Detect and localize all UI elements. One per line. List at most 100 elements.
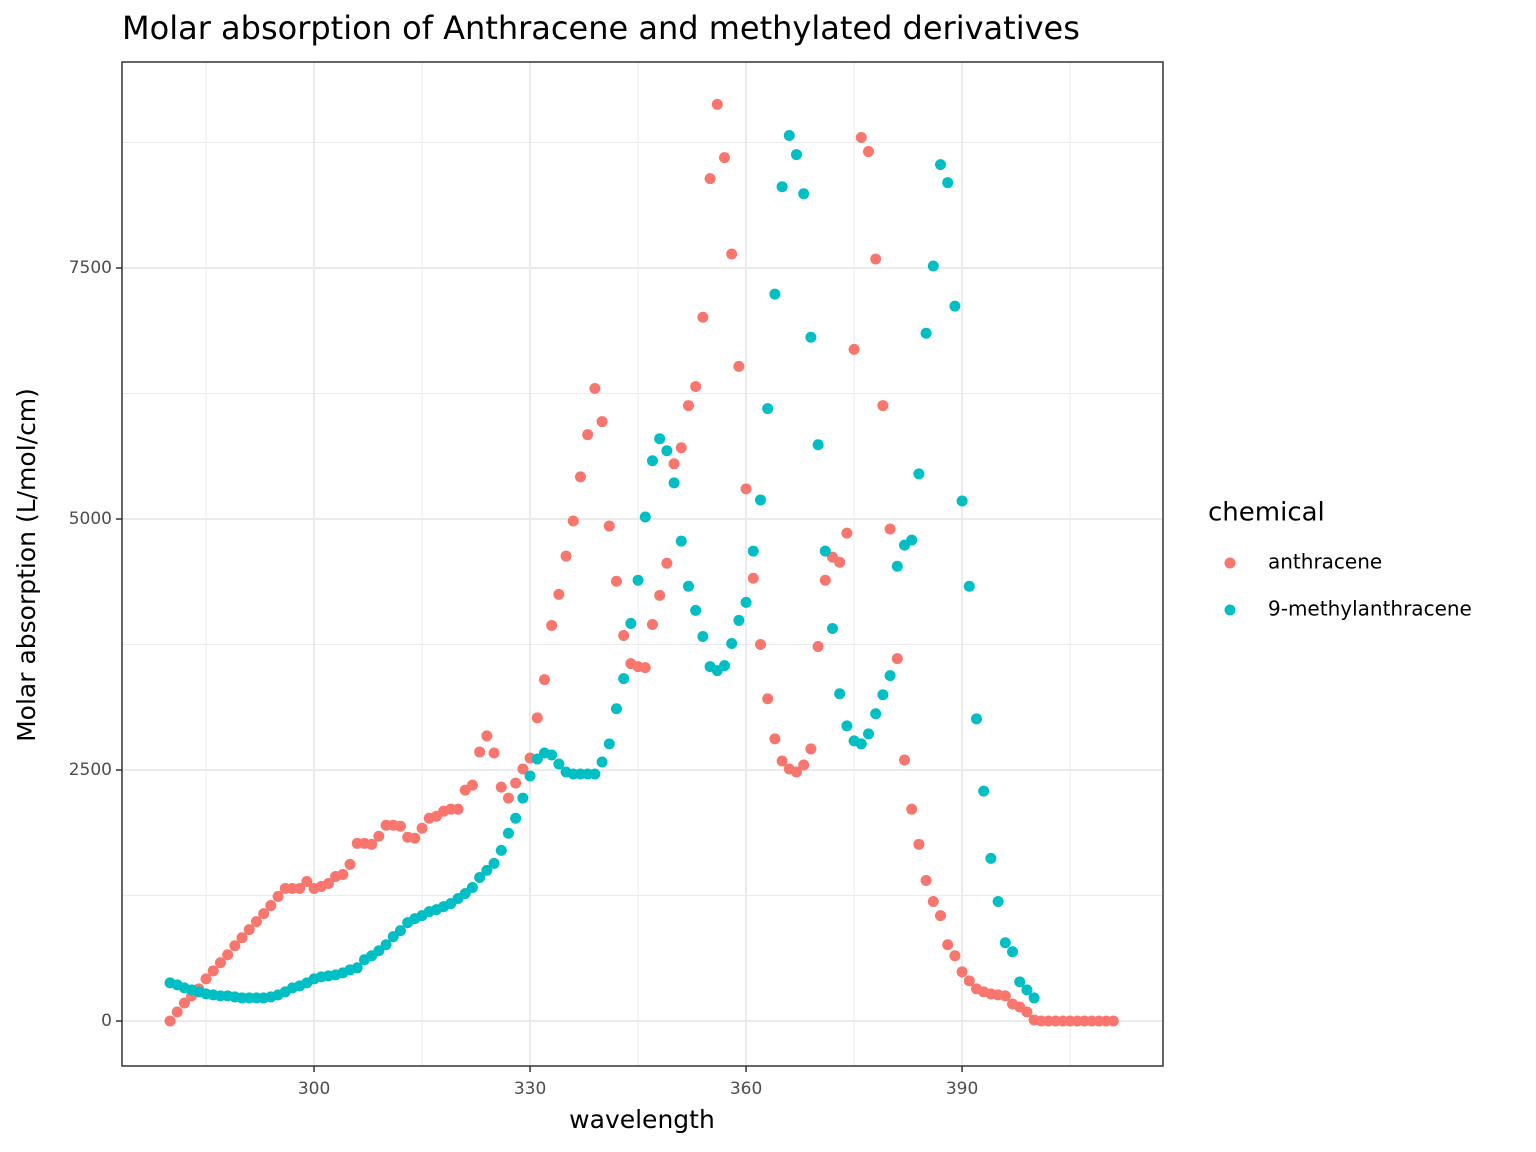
point [812,641,824,653]
point [603,738,615,750]
point [466,881,478,893]
point [747,545,759,557]
point [409,832,421,844]
point [776,181,788,193]
point [783,129,795,141]
point [798,188,810,200]
point [517,792,529,804]
point [762,403,774,415]
point [229,940,241,952]
point [481,730,493,742]
point [819,574,831,586]
panel-border [121,61,1164,1067]
point [834,688,846,700]
point [985,852,997,864]
point [747,572,759,584]
point [1021,984,1033,996]
point [474,871,486,883]
point [762,693,774,705]
point [639,511,651,523]
point [553,588,565,600]
point [971,713,983,725]
point [733,360,745,372]
point [646,618,658,630]
point [661,557,673,569]
point [740,483,752,495]
point [502,792,514,804]
x-tick-label: 360 [730,1079,762,1099]
point [1107,1015,1119,1027]
point [906,803,918,815]
point [949,950,961,962]
point [690,604,702,616]
x-tick-label: 300 [298,1079,330,1099]
legend-title: chemical [1208,498,1325,528]
point [884,670,896,682]
point [776,755,788,767]
point [610,575,622,587]
point [567,515,579,527]
point [236,932,248,944]
point [654,589,666,601]
point [250,916,262,928]
point [754,494,766,506]
point [510,812,522,824]
point [790,149,802,161]
point [769,733,781,745]
y-tick-label: 0 [101,1011,112,1031]
point [582,429,594,441]
point [459,888,471,900]
point [855,738,867,750]
point [841,720,853,732]
point [654,433,666,445]
point [373,945,385,957]
point [841,527,853,539]
point [632,574,644,586]
point [394,820,406,832]
point [862,146,874,158]
point [639,662,651,674]
point [394,925,406,937]
point [625,617,637,629]
point [697,311,709,323]
point [812,439,824,451]
point [546,619,558,631]
point [553,758,565,770]
point [942,939,954,951]
point [963,580,975,592]
legend-label: 9-methylanthracene [1268,597,1472,621]
point [596,416,608,428]
point [214,957,226,969]
point [992,896,1004,908]
point [668,477,680,489]
point [913,838,925,850]
point [927,896,939,908]
point [466,779,478,791]
point [1007,946,1019,958]
point [927,260,939,272]
x-axis-title: wavelength [569,1105,715,1134]
point [322,877,334,889]
point [805,743,817,755]
point [618,673,630,685]
point [488,747,500,759]
point [805,331,817,343]
point [351,962,363,974]
y-axis-title: Molar absorption (L/mol/cm) [12,388,41,742]
point [416,822,428,834]
point [675,442,687,454]
point [164,1015,176,1027]
point [963,975,975,987]
point [942,177,954,189]
legend-label: anthracene [1268,550,1382,574]
point [848,343,860,355]
point [675,535,687,547]
point [502,827,514,839]
point [855,132,867,144]
point [891,560,903,572]
legend-key [1224,604,1236,616]
point [790,766,802,778]
point [524,770,536,782]
point [682,400,694,412]
